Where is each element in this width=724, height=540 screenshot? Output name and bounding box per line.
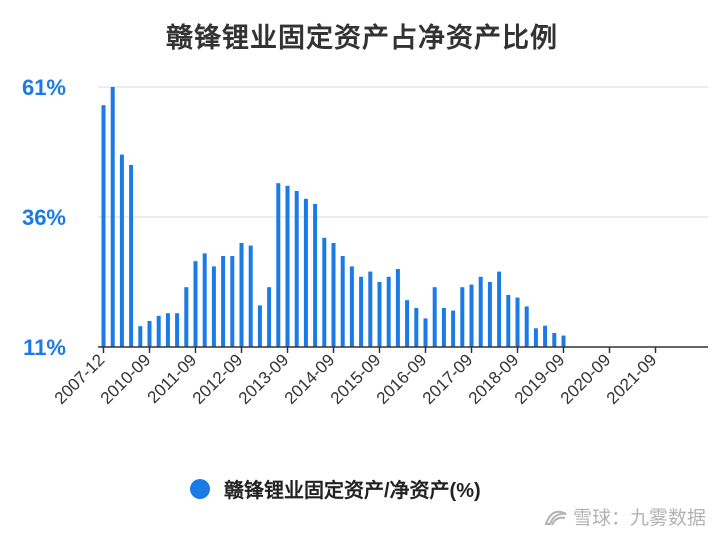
watermark: 雪球：九雾数据 bbox=[543, 503, 706, 530]
legend-marker bbox=[190, 478, 210, 499]
bar bbox=[561, 335, 566, 347]
bar bbox=[478, 276, 483, 347]
bar bbox=[294, 191, 299, 347]
bar bbox=[303, 198, 308, 347]
bar bbox=[414, 308, 419, 347]
bar bbox=[441, 308, 446, 347]
bar bbox=[377, 282, 382, 347]
bar bbox=[423, 318, 428, 347]
snowball-icon bbox=[544, 510, 567, 525]
legend: 赣锋锂业固定资产/净资产(%) bbox=[190, 474, 481, 503]
x-tick-label: 2021-09 bbox=[603, 350, 661, 408]
bar bbox=[506, 295, 511, 347]
bar bbox=[138, 326, 143, 347]
x-tick-label: 2012-09 bbox=[189, 350, 247, 408]
bar bbox=[340, 256, 345, 347]
bar bbox=[349, 266, 354, 347]
x-tick-label: 2016-09 bbox=[373, 350, 431, 408]
bar bbox=[276, 183, 281, 347]
bar bbox=[460, 287, 465, 347]
bar bbox=[552, 332, 557, 347]
bar bbox=[221, 256, 226, 347]
bar bbox=[175, 313, 180, 347]
x-tick-label: 2018-09 bbox=[465, 350, 523, 408]
bar bbox=[119, 154, 124, 347]
bar bbox=[156, 315, 161, 347]
bar bbox=[110, 87, 115, 347]
bar bbox=[451, 310, 456, 347]
chart-title: 赣锋锂业固定资产占净资产比例 bbox=[166, 23, 558, 53]
bar bbox=[395, 269, 400, 347]
x-tick-label: 2014-09 bbox=[281, 350, 339, 408]
bar bbox=[285, 185, 290, 347]
x-tick-label: 2020-09 bbox=[557, 350, 615, 408]
bar bbox=[230, 256, 235, 347]
bar bbox=[515, 297, 520, 347]
bar bbox=[239, 243, 244, 347]
bar bbox=[543, 325, 548, 347]
bar bbox=[386, 276, 391, 347]
bar bbox=[165, 313, 170, 347]
y-tick-label: 36% bbox=[22, 205, 66, 230]
bar bbox=[193, 261, 198, 347]
bar bbox=[331, 243, 336, 347]
bar bbox=[184, 287, 189, 347]
bar bbox=[248, 245, 253, 347]
bar bbox=[129, 165, 134, 347]
watermark-text: 雪球：九雾数据 bbox=[572, 508, 706, 529]
bar bbox=[211, 266, 216, 347]
y-tick-label: 11% bbox=[23, 335, 66, 360]
x-tick-label: 2019-09 bbox=[511, 350, 569, 408]
x-tick-label: 2015-09 bbox=[327, 350, 385, 408]
bar bbox=[469, 284, 474, 347]
bar bbox=[405, 300, 410, 347]
bar bbox=[533, 328, 538, 347]
y-tick-label: 61% bbox=[22, 75, 66, 100]
bar bbox=[101, 105, 106, 347]
legend-label: 赣锋锂业固定资产/净资产(%) bbox=[224, 480, 481, 502]
bar bbox=[322, 237, 327, 347]
x-tick-label: 2010-09 bbox=[97, 350, 155, 408]
x-tick-label: 2017-09 bbox=[419, 350, 477, 408]
bar bbox=[368, 271, 373, 347]
bar bbox=[257, 305, 262, 347]
x-tick-label: 2013-09 bbox=[235, 350, 293, 408]
bar bbox=[497, 271, 502, 347]
bar bbox=[359, 276, 364, 347]
bar bbox=[487, 282, 492, 347]
bar bbox=[267, 287, 272, 347]
bar bbox=[313, 204, 318, 347]
bar bbox=[432, 287, 437, 347]
bar bbox=[524, 306, 529, 347]
bar bbox=[147, 321, 152, 347]
bar bbox=[202, 253, 207, 347]
